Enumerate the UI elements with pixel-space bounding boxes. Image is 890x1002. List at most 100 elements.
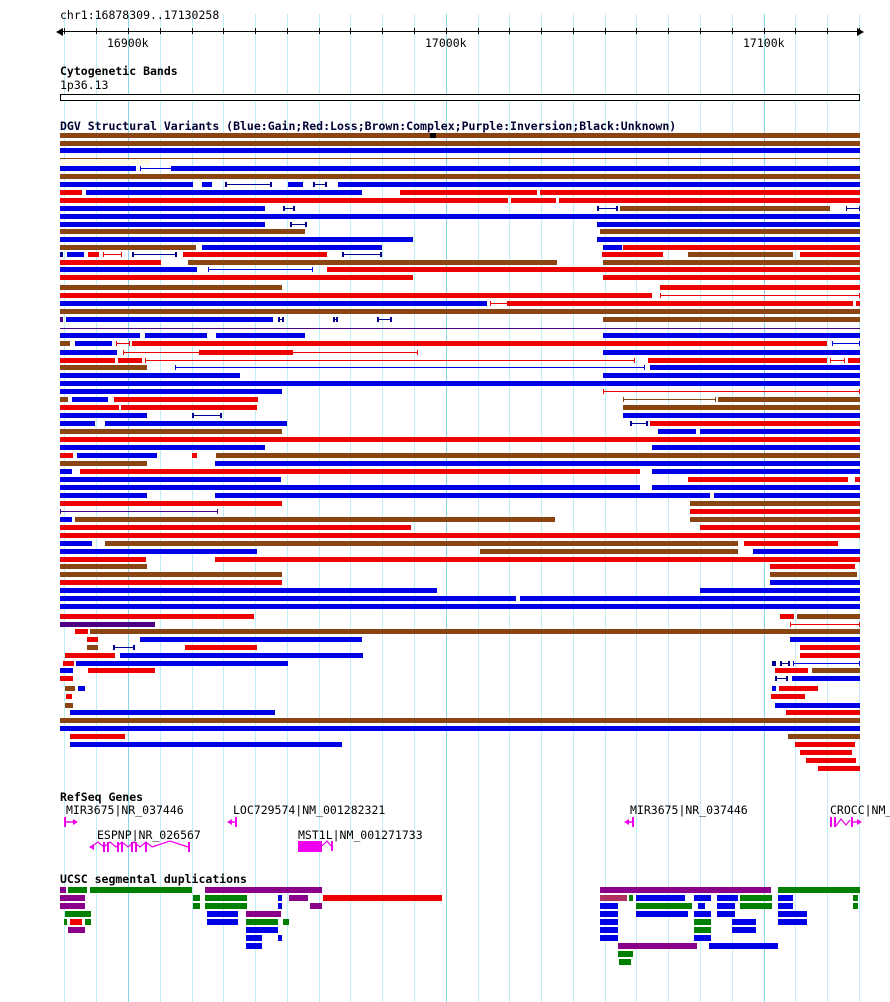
variant-bar[interactable]: [620, 206, 830, 211]
segdup-bar[interactable]: [68, 887, 87, 893]
variant-marker[interactable]: [313, 182, 327, 187]
variant-bar[interactable]: [540, 190, 860, 195]
variant-bar[interactable]: [215, 493, 710, 498]
segdup-bar[interactable]: [65, 911, 91, 917]
variant-bar[interactable]: [215, 461, 860, 466]
variant-bar[interactable]: [60, 676, 73, 681]
variant-bar[interactable]: [658, 429, 696, 434]
variant-line[interactable]: [103, 252, 122, 257]
variant-bar[interactable]: [78, 686, 85, 691]
variant-bar[interactable]: [65, 686, 75, 691]
segdup-bar[interactable]: [600, 887, 771, 893]
variant-bar[interactable]: [60, 413, 147, 418]
variant-bar[interactable]: [60, 260, 161, 265]
segdup-bar[interactable]: [60, 895, 85, 901]
variant-marker[interactable]: [290, 222, 307, 227]
variant-bar[interactable]: [105, 421, 287, 426]
variant-bar[interactable]: [60, 405, 119, 410]
gene-glyph[interactable]: [835, 818, 851, 827]
variant-bar[interactable]: [60, 533, 860, 538]
variant-marker[interactable]: [377, 317, 392, 322]
segdup-bar[interactable]: [64, 919, 67, 925]
variant-bar[interactable]: [60, 622, 155, 627]
variant-line[interactable]: [830, 358, 845, 363]
variant-bar[interactable]: [623, 405, 860, 410]
segdup-bar[interactable]: [246, 927, 278, 933]
segdup-bar[interactable]: [278, 935, 282, 941]
variant-bar[interactable]: [118, 358, 142, 363]
variant-bar[interactable]: [63, 661, 74, 666]
variant-bar[interactable]: [60, 160, 150, 165]
variant-bar[interactable]: [650, 421, 860, 426]
variant-bar[interactable]: [714, 493, 860, 498]
segdup-bar[interactable]: [70, 919, 82, 925]
variant-bar[interactable]: [60, 517, 72, 522]
segdup-bar[interactable]: [600, 911, 618, 917]
segdup-bar[interactable]: [778, 887, 860, 893]
variant-bar[interactable]: [60, 358, 115, 363]
segdup-bar[interactable]: [246, 911, 281, 917]
segdup-bar[interactable]: [207, 919, 238, 925]
variant-bar[interactable]: [327, 267, 860, 272]
variant-bar[interactable]: [800, 653, 860, 658]
variant-bar[interactable]: [60, 596, 516, 601]
variant-bar[interactable]: [660, 285, 860, 290]
variant-bar[interactable]: [288, 182, 303, 187]
segdup-bar[interactable]: [717, 895, 738, 901]
segdup-bar[interactable]: [90, 887, 192, 893]
variant-bar[interactable]: [172, 166, 860, 171]
variant-bar[interactable]: [60, 461, 147, 466]
variant-bar[interactable]: [188, 260, 557, 265]
variant-bar[interactable]: [215, 557, 860, 562]
gene-glyph[interactable]: [135, 842, 137, 852]
segdup-bar[interactable]: [600, 927, 618, 933]
variant-bar[interactable]: [202, 182, 212, 187]
variant-line[interactable]: [832, 341, 860, 346]
variant-marker[interactable]: [132, 252, 177, 257]
gene-glyph[interactable]: [121, 842, 123, 852]
variant-bar[interactable]: [690, 501, 860, 506]
variant-bar[interactable]: [770, 572, 857, 577]
variant-bar[interactable]: [140, 637, 362, 642]
variant-bar[interactable]: [60, 333, 140, 338]
variant-marker[interactable]: [775, 676, 788, 681]
variant-bar[interactable]: [652, 485, 860, 490]
variant-bar[interactable]: [77, 453, 157, 458]
gene-glyph[interactable]: [89, 844, 94, 850]
variant-bar[interactable]: [700, 525, 860, 530]
variant-bar[interactable]: [602, 252, 663, 257]
variant-marker[interactable]: [630, 421, 648, 426]
variant-marker[interactable]: [225, 182, 272, 187]
variant-bar[interactable]: [65, 703, 73, 708]
variant-bar[interactable]: [60, 237, 413, 242]
variant-bar[interactable]: [60, 453, 73, 458]
gene-glyph[interactable]: [131, 842, 133, 852]
variant-line[interactable]: [208, 267, 313, 272]
variant-bar[interactable]: [70, 734, 125, 739]
variant-bar[interactable]: [652, 445, 860, 450]
gene-glyph[interactable]: [235, 817, 237, 827]
variant-bar[interactable]: [400, 190, 537, 195]
variant-bar[interactable]: [60, 437, 860, 442]
segdup-bar[interactable]: [193, 895, 200, 901]
variant-bar[interactable]: [597, 237, 860, 242]
variant-bar[interactable]: [114, 397, 258, 402]
variant-bar[interactable]: [80, 469, 640, 474]
variant-bar[interactable]: [60, 141, 860, 146]
variant-bar[interactable]: [60, 726, 860, 731]
variant-bar[interactable]: [338, 182, 860, 187]
variant-bar[interactable]: [790, 637, 860, 642]
variant-line[interactable]: [793, 661, 860, 666]
variant-bar[interactable]: [775, 668, 808, 673]
variant-bar[interactable]: [60, 214, 860, 219]
variant-bar[interactable]: [60, 445, 265, 450]
segdup-bar[interactable]: [853, 895, 858, 901]
variant-bar[interactable]: [770, 564, 855, 569]
variant-bar[interactable]: [60, 525, 411, 530]
segdup-bar[interactable]: [283, 919, 289, 925]
gene-glyph[interactable]: [90, 841, 153, 848]
variant-bar[interactable]: [800, 252, 860, 257]
variant-line[interactable]: [116, 341, 130, 346]
variant-marker[interactable]: [333, 317, 338, 322]
segdup-bar[interactable]: [636, 895, 685, 901]
